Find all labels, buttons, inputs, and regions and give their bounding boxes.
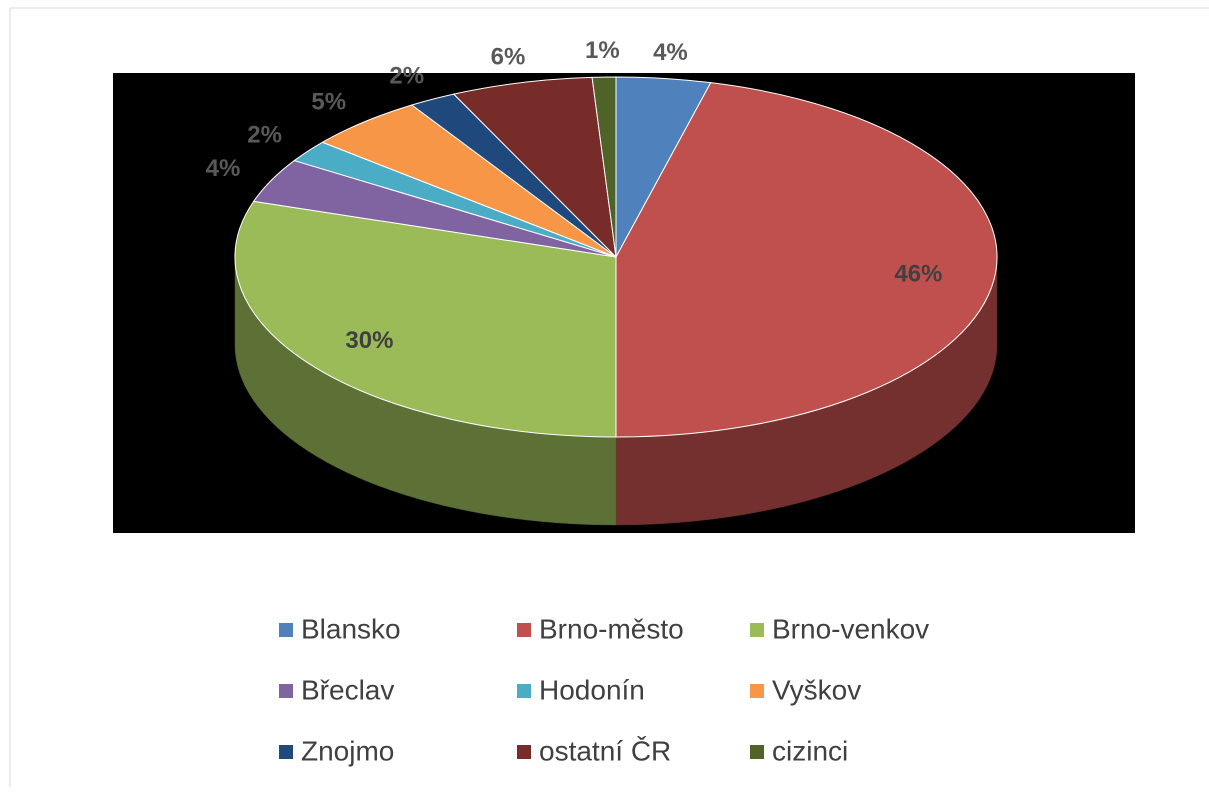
legend-swatch	[750, 745, 764, 759]
pie-slice	[234, 200, 617, 438]
legend-swatch	[279, 684, 293, 698]
legend-label: Blansko	[301, 613, 401, 644]
legend-swatch	[517, 623, 531, 637]
legend-swatch	[279, 623, 293, 637]
data-label: 5%	[311, 88, 346, 115]
legend-label: Brno-venkov	[772, 613, 929, 644]
pie-slice	[615, 82, 998, 438]
data-label: 46%	[894, 260, 942, 287]
data-label: 30%	[345, 327, 393, 354]
data-label: 6%	[491, 44, 526, 71]
pie-slice	[591, 76, 617, 258]
legend-swatch	[750, 684, 764, 698]
pie-slice	[452, 76, 617, 259]
data-label: 1%	[585, 37, 620, 64]
legend-swatch	[517, 745, 531, 759]
legend-label: cizinci	[772, 735, 848, 766]
legend-label: Vyškov	[772, 674, 861, 705]
legend-swatch	[279, 745, 293, 759]
legend-label: ostatní ČR	[539, 735, 671, 766]
data-label: 2%	[389, 63, 424, 90]
legend-label: Hodonín	[539, 674, 645, 705]
data-label: 4%	[206, 155, 241, 182]
legend-swatch	[517, 684, 531, 698]
legend-label: Znojmo	[301, 735, 394, 766]
data-label: 4%	[653, 39, 688, 66]
legend-label: Břeclav	[301, 674, 394, 705]
legend-swatch	[750, 623, 764, 637]
legend-label: Brno-město	[539, 613, 684, 644]
data-label: 2%	[247, 122, 282, 149]
